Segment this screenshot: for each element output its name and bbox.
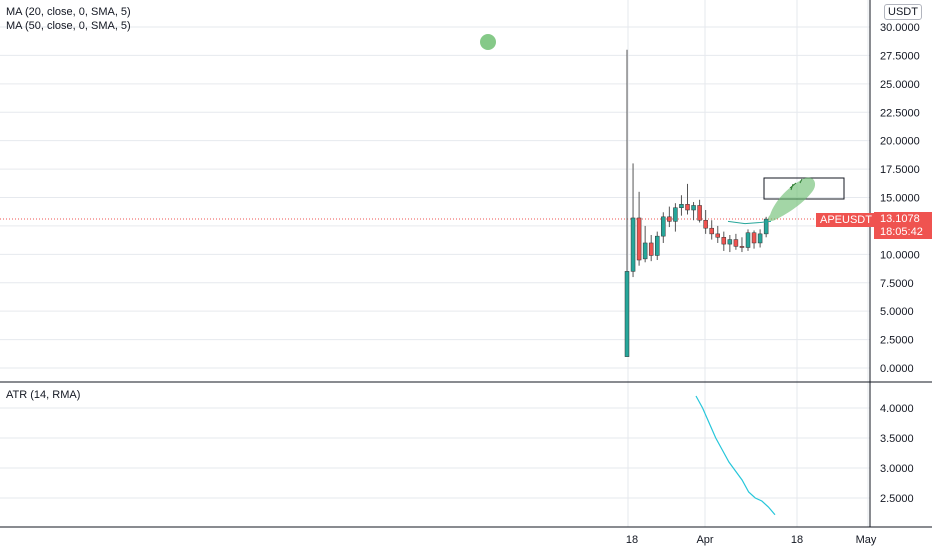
candle-body [655,235,660,256]
price-tick-label: 15.0000 [880,193,920,205]
candle-body [691,205,696,211]
candle-body [763,218,769,235]
price-tick-label: 30.0000 [880,22,920,34]
atr-tick-label: 2.5000 [880,493,914,505]
price-tick-label: 5.0000 [880,306,914,318]
candle-body [624,271,630,357]
candle-body [709,227,714,235]
price-tick-label: 17.5000 [880,164,920,176]
symbol-tag: APEUSDT [816,213,876,227]
candle-body [727,239,733,245]
candle-body [661,216,666,237]
atr-legend[interactable]: ATR (14, RMA) [6,389,81,401]
price-tick-label: 25.0000 [880,79,920,91]
time-tick-label: 18 [791,534,803,546]
candle-body [733,239,739,247]
price-tick-label: 27.5000 [880,50,920,62]
candle-body [739,246,745,248]
atr-tick-label: 4.0000 [880,403,914,415]
countdown-label: 18:05:42 [880,226,923,238]
atr-series-line [695,395,776,516]
ma20-legend[interactable]: MA (20, close, 0, SMA, 5) [6,6,131,18]
candle-body [703,219,708,229]
currency-button[interactable]: USDT [884,4,922,20]
candle-body [642,242,648,260]
candle-body [751,232,757,244]
candle-body [697,205,702,221]
price-tick-label: 2.5000 [880,335,914,347]
price-tag: 13.1078 18:05:42 [874,212,932,239]
atr-tick-label: 3.5000 [880,433,914,445]
ma-line [727,220,772,225]
time-tick-label: May [856,534,877,546]
time-tick-label: Apr [696,534,713,546]
price-tick-label: 0.0000 [880,363,914,375]
price-tick-label: 7.5000 [880,278,914,290]
candle-body [721,237,727,245]
time-tick-label: 18 [626,534,638,546]
candle-body [667,216,672,222]
candle-body [757,233,763,244]
atr-tick-label: 3.0000 [880,463,914,475]
annotation-highlight [767,177,816,222]
annotation-scribble [789,178,803,191]
candle-body [685,204,690,211]
candle-body [715,233,720,238]
candle-body [636,217,642,261]
price-tick-label: 10.0000 [880,249,920,261]
annotation-dot [480,34,496,50]
ma50-legend[interactable]: MA (50, close, 0, SMA, 5) [6,20,131,32]
price-tick-label: 20.0000 [880,136,920,148]
price-tick-label: 22.5000 [880,107,920,119]
candle-body [630,217,636,272]
candle-body [673,207,678,222]
candle-body [745,232,751,248]
candle-body [648,242,654,256]
current-price-label: 13.1078 [880,213,920,225]
candle-body [679,204,684,208]
